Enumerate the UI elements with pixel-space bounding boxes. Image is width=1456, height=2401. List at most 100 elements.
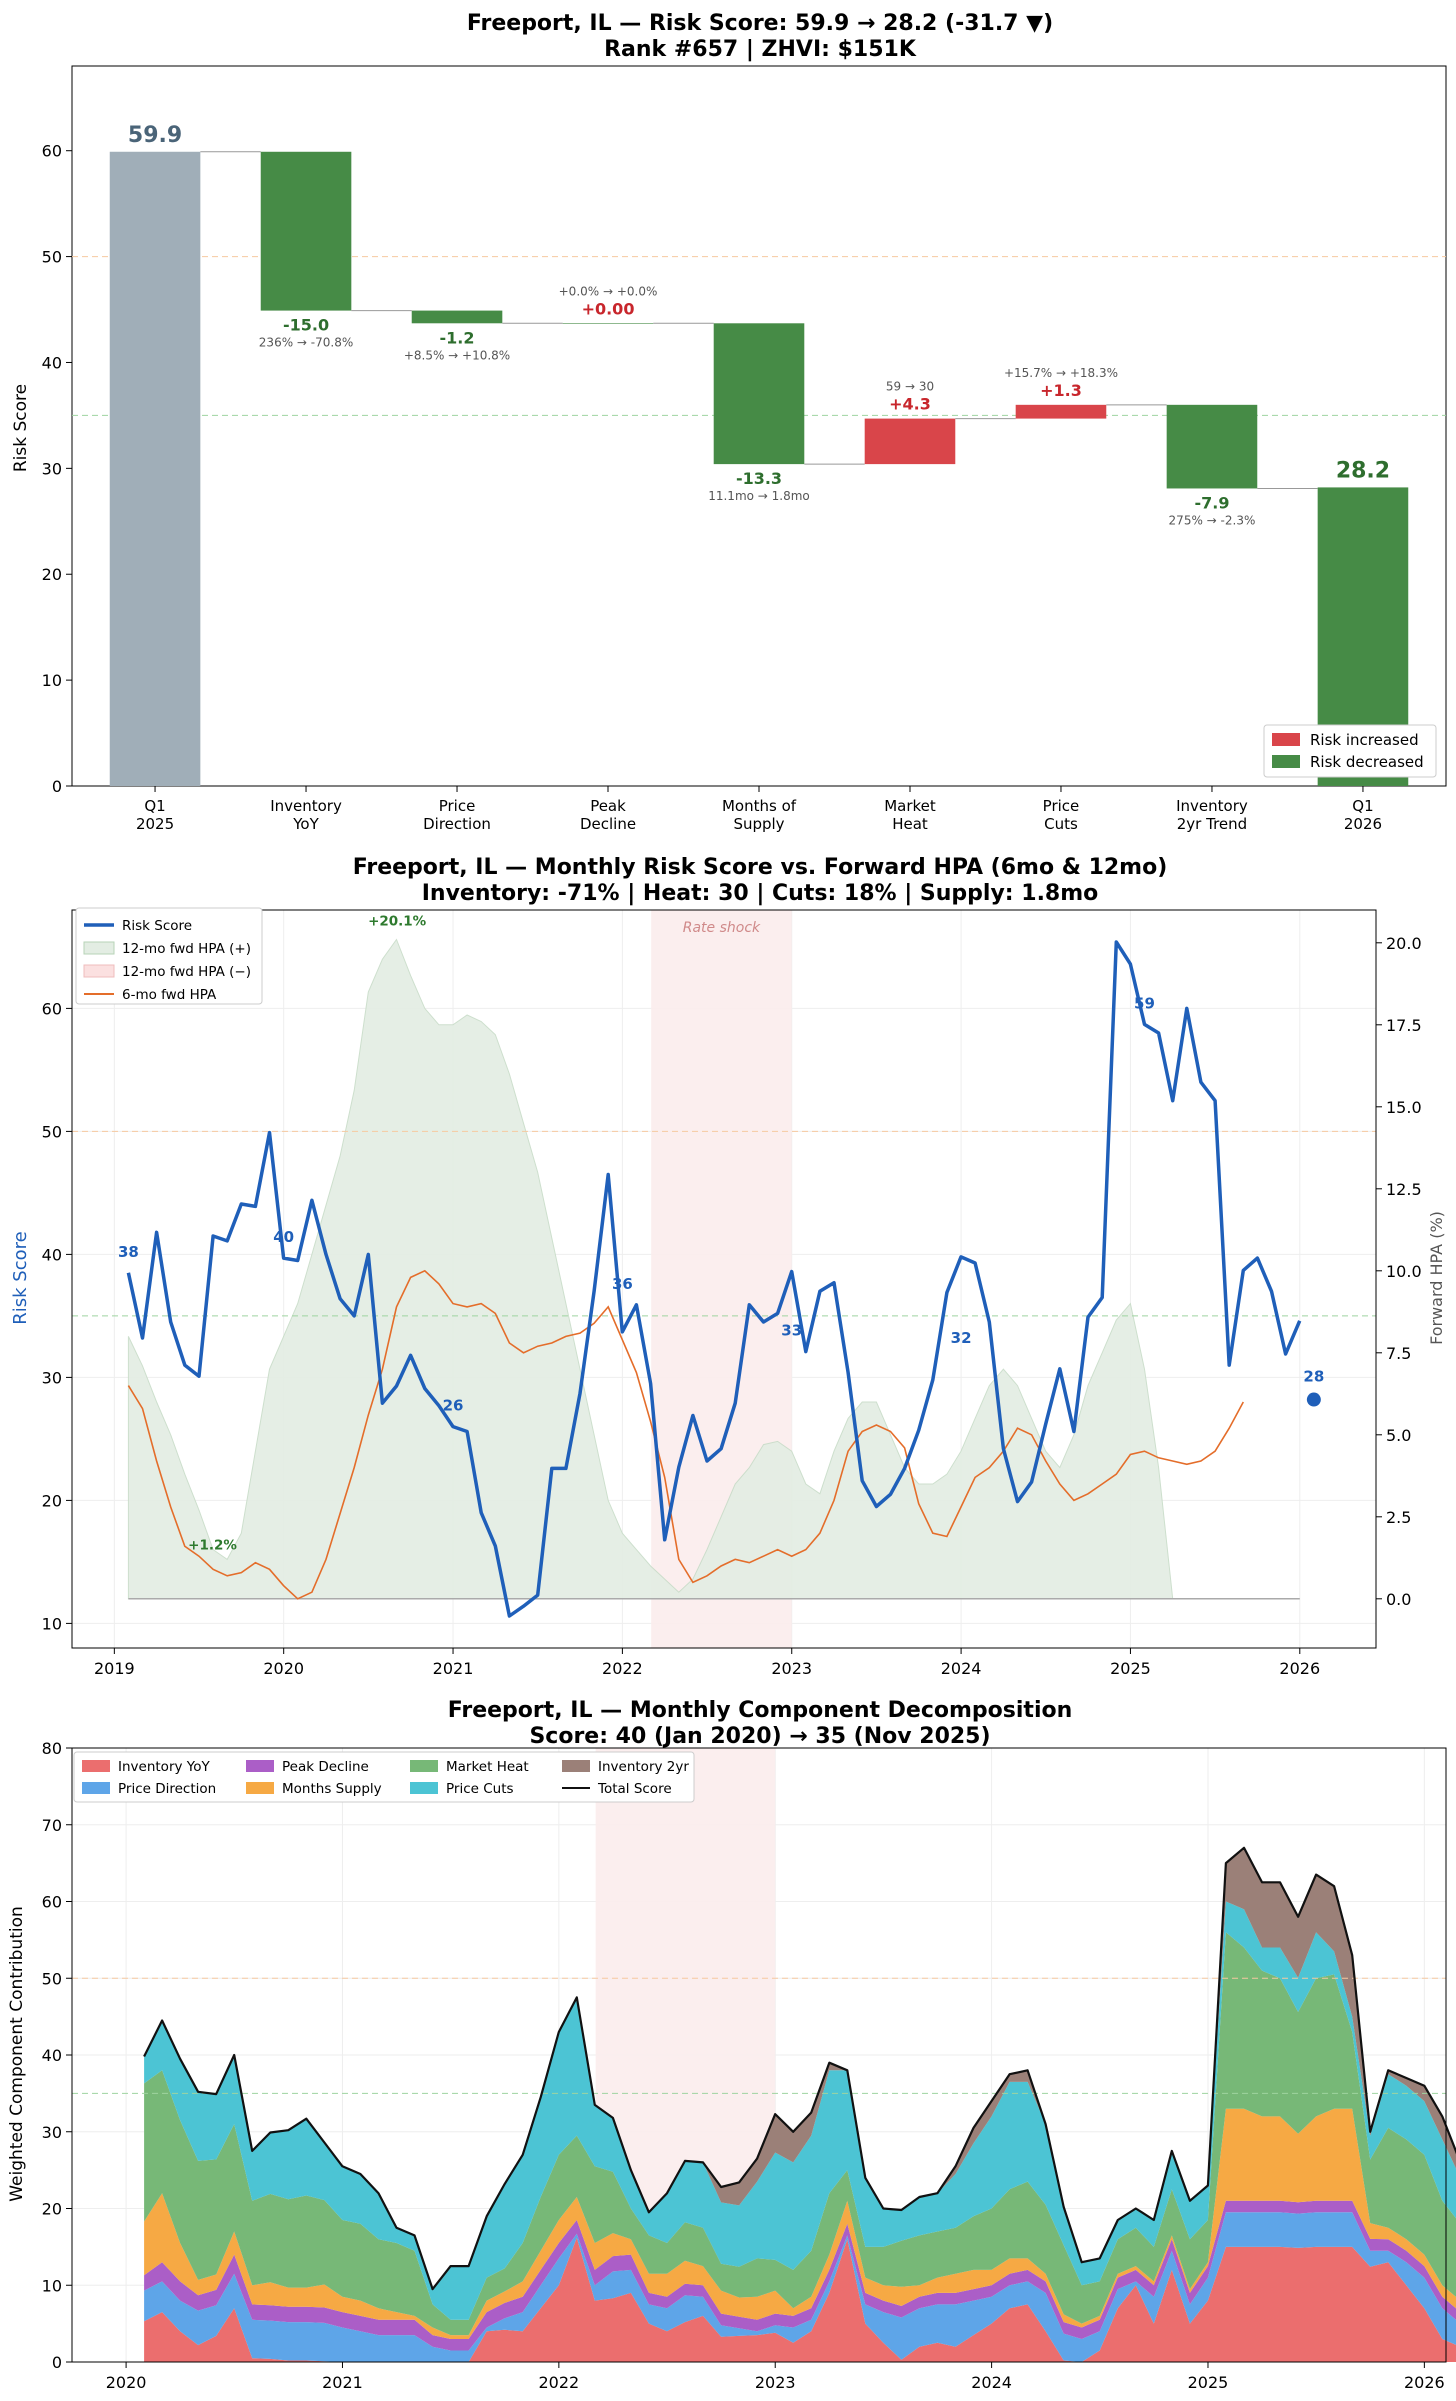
- decomposition-plot: 2020 2021 2022 2023 2024 2025 2026 0 10 20 30 40 50 6…: [42, 1739, 1456, 2392]
- risk-hpa-ytick-right-label: 15.0: [1386, 1098, 1422, 1117]
- waterfall-bar-price-direction: [411, 310, 503, 324]
- waterfall-detail-label: 236% → -70.8%: [259, 336, 353, 350]
- waterfall-detail-label: 59 → 30: [886, 380, 934, 394]
- decomposition-ytick-label: 70: [42, 1816, 62, 1835]
- legend-label-inventory-yoy: Inventory YoY: [118, 1759, 210, 1775]
- waterfall-ytick-label: 30: [42, 459, 62, 478]
- risk-hpa-risk-label: 36: [612, 1275, 633, 1293]
- decomposition-area-market-heat: [144, 1932, 1456, 2336]
- decomposition-xtick-label: 2025: [1188, 2373, 1229, 2392]
- waterfall-panel: Freeport, IL — Risk Score: 59.9 → 28.2 (…: [11, 11, 1447, 833]
- waterfall-xtick-label: Price Cuts: [1043, 797, 1080, 833]
- waterfall-ytick-label: 10: [42, 671, 62, 690]
- decomposition-ytick-label: 40: [42, 2046, 62, 2065]
- risk-hpa-xtick-label: 2022: [602, 1659, 643, 1678]
- decomposition-ytick-label: 30: [42, 2123, 62, 2142]
- risk-hpa-risk-label: 59: [1134, 994, 1155, 1012]
- waterfall-legend: Risk increased Risk decreased: [1263, 724, 1437, 778]
- waterfall-ytick-label: 0: [52, 777, 62, 796]
- decomposition-legend: Inventory YoY Peak Decline Market Heat I…: [73, 1751, 695, 1803]
- risk-hpa-xtick-label: 2021: [433, 1659, 474, 1678]
- decomposition-xtick-label: 2026: [1404, 2373, 1445, 2392]
- decomposition-ytick-label: 10: [42, 2276, 62, 2295]
- legend-label-hpa6: 6-mo fwd HPA: [122, 987, 217, 1003]
- risk-hpa-ytick-left-label: 40: [42, 1245, 62, 1264]
- waterfall-xtick-label: Inventory YoY: [270, 797, 342, 833]
- risk-hpa-forecast-point: [1306, 1392, 1321, 1407]
- decomposition-ylabel: Weighted Component Contribution: [7, 1906, 27, 2202]
- risk-hpa-ytick-right-label: 12.5: [1386, 1180, 1422, 1199]
- decomposition-area-inventory-yoy: [144, 2237, 1456, 2362]
- waterfall-detail-label: +0.0% → +0.0%: [559, 284, 658, 298]
- waterfall-delta-label: -15.0: [283, 316, 329, 335]
- risk-hpa-subtitle: Inventory: -71% | Heat: 30 | Cuts: 18% |…: [422, 881, 1099, 906]
- risk-hpa-hpa12-area: [127, 938, 1174, 1600]
- decomposition-ytick-label: 50: [42, 1969, 62, 1988]
- decomposition-legend-box: [73, 1751, 695, 1803]
- legend-label-total-score: Total Score: [597, 1781, 672, 1797]
- risk-hpa-ylabel-left: Risk Score: [10, 1231, 31, 1324]
- waterfall-bar-months-of-supply: [713, 323, 805, 465]
- risk-hpa-ytick-right-label: 2.5: [1386, 1508, 1411, 1527]
- decomposition-total-line: [143, 1846, 1456, 2291]
- risk-hpa-ytick-right-label: 17.5: [1386, 1016, 1422, 1035]
- legend-swatch-inventory-2yr: [562, 1760, 590, 1772]
- risk-hpa-frame: [71, 909, 1377, 1649]
- legend-label-price-cuts: Price Cuts: [446, 1781, 514, 1797]
- risk-hpa-ytick-left-label: 10: [42, 1614, 62, 1633]
- decomposition-area-inventory-2yr: [144, 1847, 1456, 2290]
- risk-hpa-ytick-right-label: 10.0: [1386, 1262, 1422, 1281]
- waterfall-xtick-label: Peak Decline: [580, 797, 636, 833]
- risk-hpa-ytick-left-label: 60: [42, 999, 62, 1018]
- risk-hpa-forecast-label: 28: [1303, 1368, 1324, 1386]
- waterfall-ytick-label: 50: [42, 248, 62, 267]
- decomposition-xtick-label: 2020: [106, 2373, 147, 2392]
- legend-swatch-increased: [1272, 733, 1300, 746]
- waterfall-ytick-label: 60: [42, 142, 62, 161]
- waterfall-ylabel: Risk Score: [11, 384, 31, 472]
- legend-label-months-supply: Months Supply: [282, 1781, 382, 1797]
- waterfall-xtick-label: Inventory 2yr Trend: [1176, 797, 1248, 833]
- decomposition-area-months-supply: [144, 2108, 1456, 2339]
- risk-hpa-risk-label: 26: [443, 1397, 464, 1415]
- waterfall-delta-label: -13.3: [736, 469, 782, 488]
- decomposition-title: Freeport, IL — Monthly Component Decompo…: [448, 1698, 1073, 1723]
- risk-hpa-ytick-left-label: 30: [42, 1368, 62, 1387]
- legend-label-hpa-neg: 12-mo fwd HPA (−): [122, 964, 251, 980]
- risk-hpa-ytick-right-label: 5.0: [1386, 1426, 1411, 1445]
- waterfall-legend-box: [1263, 724, 1437, 778]
- risk-hpa-risk-label: 38: [118, 1243, 139, 1261]
- risk-hpa-xtick-label: 2024: [941, 1659, 982, 1678]
- waterfall-xtick-label: Market Heat: [884, 797, 936, 833]
- risk-hpa-risk-line: [126, 940, 1302, 1618]
- legend-swatch-price-direction: [82, 1782, 110, 1794]
- legend-swatch-hpa-neg: [83, 964, 115, 978]
- legend-swatch-decreased: [1272, 755, 1300, 768]
- legend-label-increased: Risk increased: [1310, 731, 1419, 749]
- waterfall-bar-inventory-yoy: [260, 151, 352, 311]
- risk-hpa-hpa12-label: +1.2%: [188, 1537, 237, 1553]
- risk-hpa-legend-box: [75, 907, 263, 1005]
- waterfall-xtick-label: Q1 2026: [1344, 797, 1382, 833]
- risk-hpa-xtick-label: 2019: [94, 1659, 135, 1678]
- risk-hpa-title: Freeport, IL — Monthly Risk Score vs. Fo…: [353, 855, 1168, 880]
- decomposition-area-peak-decline: [144, 2200, 1456, 2351]
- decomposition-subtitle: Score: 40 (Jan 2020) → 35 (Nov 2025): [529, 1724, 990, 1749]
- decomposition-panel: Freeport, IL — Monthly Component Decompo…: [7, 1698, 1456, 2392]
- risk-hpa-risk-label: 33: [781, 1322, 802, 1340]
- waterfall-delta-label: +0.00: [582, 299, 635, 318]
- risk-hpa-ytick-left-label: 50: [42, 1122, 62, 1141]
- risk-hpa-hpa12-label: +20.1%: [368, 914, 427, 930]
- waterfall-xtick-label: Price Direction: [423, 797, 491, 833]
- waterfall-end-label: 28.2: [1336, 458, 1390, 483]
- waterfall-subtitle: Rank #657 | ZHVI: $151K: [604, 37, 917, 62]
- legend-label-risk-score: Risk Score: [122, 918, 192, 934]
- decomposition-xtick-label: 2024: [971, 2373, 1012, 2392]
- waterfall-ytick-label: 40: [42, 353, 62, 372]
- decomposition-ytick-label: 60: [42, 1893, 62, 1912]
- risk-hpa-ylabel-right: Forward HPA (%): [1427, 1211, 1446, 1345]
- legend-swatch-market-heat: [410, 1760, 438, 1772]
- legend-swatch-hpa-pos: [83, 941, 115, 955]
